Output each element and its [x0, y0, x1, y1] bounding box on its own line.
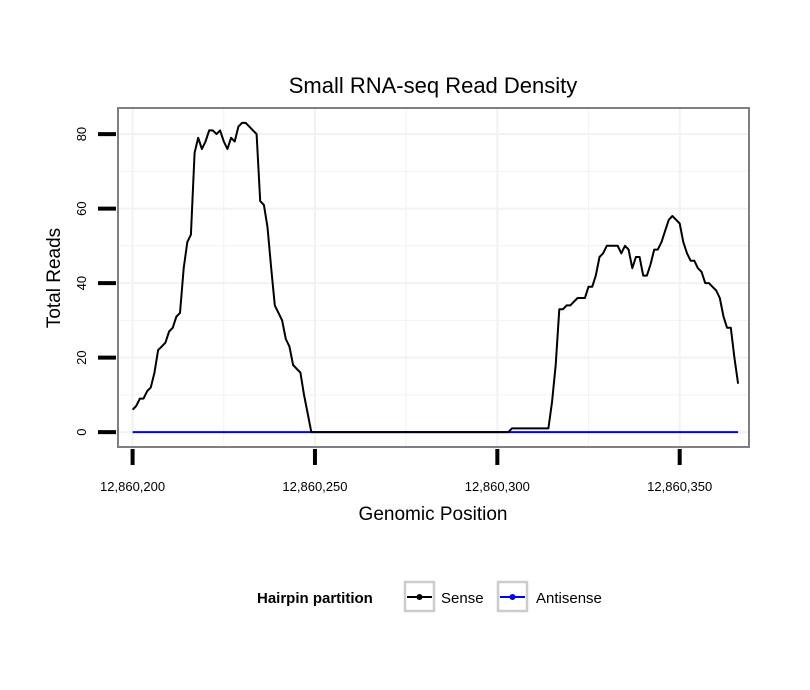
legend-marker-sense [416, 594, 423, 600]
legend-marker-antisense [509, 594, 516, 600]
plot-border [117, 107, 750, 448]
y-axis: 0 20 40 60 80 [74, 127, 116, 436]
legend-entry-sense: Sense [403, 580, 484, 613]
grid-lines [118, 108, 749, 447]
y-tick-label-4: 80 [74, 127, 89, 141]
y-tick-label-0: 0 [74, 428, 89, 435]
y-tick-label-2: 40 [74, 276, 89, 290]
x-axis: 12,860,200 12,860,250 12,860,300 12,860,350 [100, 449, 712, 494]
x-tick-label-3: 12,860,350 [647, 479, 712, 494]
legend-label-sense: Sense [441, 590, 484, 607]
x-tick-label-2: 12,860,300 [465, 479, 530, 494]
legend-entry-antisense: Antisense [496, 580, 602, 613]
x-axis-title: Genomic Position [359, 504, 508, 525]
plot-background [118, 108, 749, 447]
legend-label-antisense: Antisense [536, 590, 602, 607]
legend-title: Hairpin partition [257, 590, 373, 607]
x-tick-label-0: 12,860,200 [100, 479, 165, 494]
legend: Hairpin partition Sense Antisense [257, 580, 602, 613]
y-tick-label-1: 20 [74, 350, 89, 364]
y-tick-label-3: 60 [74, 201, 89, 215]
chart-title: Small RNA-seq Read Density [289, 73, 578, 98]
series-line-sense [131, 121, 740, 434]
y-axis-title: Total Reads [44, 228, 65, 328]
x-tick-label-1: 12,860,250 [282, 479, 347, 494]
data-series [131, 121, 740, 434]
